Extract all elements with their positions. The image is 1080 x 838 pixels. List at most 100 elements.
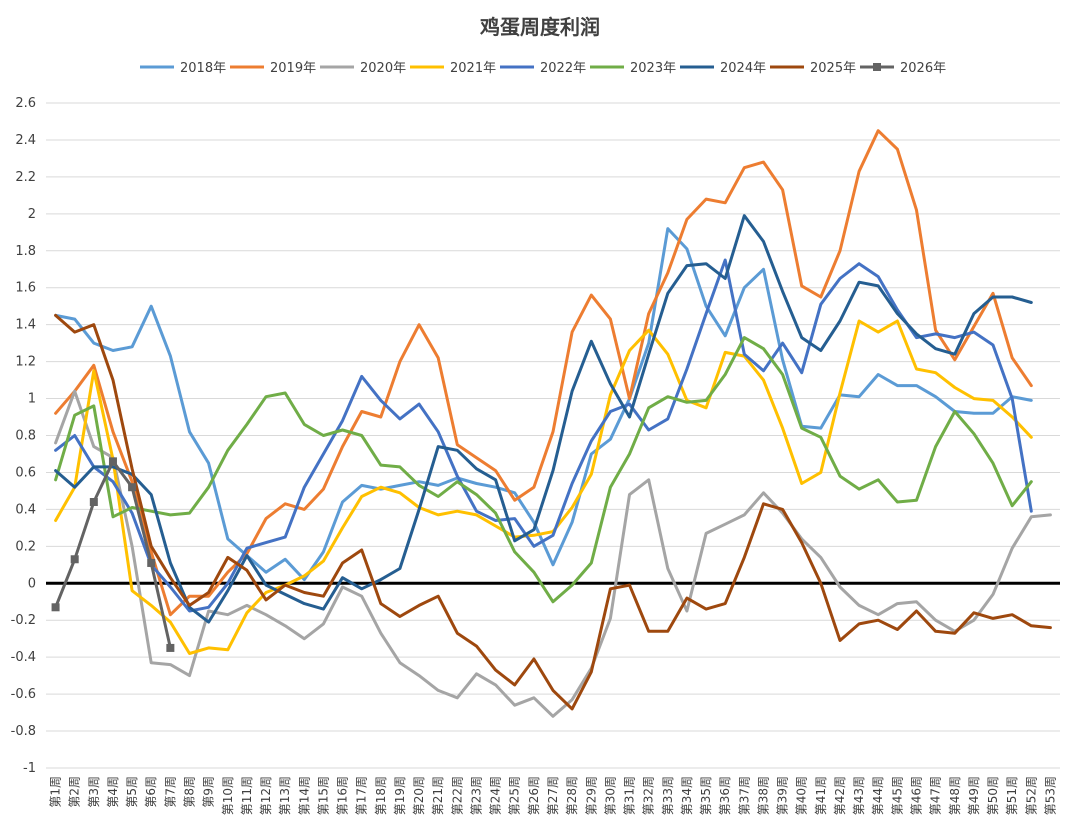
x-tick-label: 第30周 [603, 776, 617, 815]
x-tick-label: 第3周 [87, 776, 101, 808]
x-tick-label: 第40周 [795, 776, 809, 815]
x-tick-label: 第12周 [259, 776, 273, 815]
series-line [54, 389, 1052, 718]
y-tick-label: 1.6 [15, 281, 36, 296]
x-tick-label: 第37周 [737, 776, 751, 815]
x-tick-label: 第6周 [144, 776, 158, 808]
x-tick-label: 第10周 [221, 776, 235, 815]
legend-label: 2019年 [270, 61, 316, 76]
y-tick-label: 0 [28, 576, 36, 591]
y-tick-label: 2 [28, 207, 36, 222]
x-tick-label: 第18周 [374, 776, 388, 815]
x-tick-label: 第7周 [163, 776, 177, 808]
x-tick-label: 第39周 [776, 776, 790, 815]
y-axis: -1 -0.8 -0.6 -0.4 -0.2 0 0.2 0.4 0.6 0.8 1 1.2 1.4 1.… [11, 96, 36, 776]
x-tick-label: 第47周 [929, 776, 943, 815]
x-tick-label: 第43周 [852, 776, 866, 815]
x-tick-label: 第25周 [508, 776, 522, 815]
y-tick-label: 2.6 [15, 96, 36, 111]
y-tick-label: -0.6 [11, 687, 36, 702]
series-line [54, 258, 1033, 613]
data-point [70, 555, 79, 564]
data-point [89, 498, 98, 506]
x-tick-label: 第34周 [680, 776, 694, 815]
x-tick-label: 第17周 [355, 776, 369, 815]
x-tick-label: 第50周 [986, 776, 1000, 815]
x-tick-label: 第15周 [316, 776, 330, 815]
legend-label: 2018年 [180, 61, 226, 76]
x-tick-label: 第19周 [393, 776, 407, 815]
x-tick-label: 第21周 [431, 776, 445, 815]
y-tick-label: 2.2 [15, 170, 36, 185]
x-tick-label: 第51周 [1005, 776, 1019, 815]
series-line [54, 336, 1033, 604]
x-tick-label: 第23周 [469, 776, 483, 815]
series-line [54, 313, 1052, 711]
x-tick-label: 第32周 [642, 776, 656, 815]
y-tick-label: 1.8 [15, 244, 36, 259]
x-tick-label: 第53周 [1043, 776, 1057, 815]
x-tick-label: 第14周 [297, 776, 311, 815]
x-tick-label: 第26周 [527, 776, 541, 815]
x-tick-label: 第33周 [661, 776, 675, 815]
legend-label: 2026年 [900, 61, 946, 76]
y-tick-label: 0.4 [15, 502, 36, 517]
x-tick-label: 第45周 [890, 776, 904, 815]
data-point [51, 603, 60, 612]
data-point [128, 483, 137, 492]
x-tick-label: 第46周 [910, 776, 924, 815]
y-tick-label: -0.2 [11, 613, 36, 628]
y-tick-label: 0.8 [15, 429, 36, 444]
x-tick-label: 第29周 [584, 776, 598, 815]
x-tick-label: 第28周 [565, 776, 579, 815]
data-point [147, 558, 156, 567]
legend-label: 2023年 [630, 61, 676, 76]
x-tick-label: 第5周 [125, 776, 139, 808]
x-tick-label: 第9周 [202, 776, 216, 808]
x-tick-label: 第20周 [412, 776, 426, 815]
y-tick-label: -1 [23, 761, 36, 776]
data-point [166, 643, 175, 652]
x-tick-label: 第24周 [489, 776, 503, 815]
plot-area [51, 129, 1052, 718]
x-tick-label: 第13周 [278, 776, 292, 815]
legend-label: 2021年 [450, 61, 496, 76]
x-tick-label: 第8周 [182, 776, 196, 808]
y-tick-label: 1 [28, 392, 36, 407]
x-tick-label: 第41周 [814, 776, 828, 815]
x-tick-label: 第1周 [49, 776, 63, 808]
x-tick-label: 第2周 [68, 776, 82, 808]
x-tick-label: 第42周 [833, 776, 847, 815]
series-line [54, 227, 1033, 582]
legend-label: 2020年 [360, 61, 406, 76]
legend-label: 2022年 [540, 61, 586, 76]
chart-title: 鸡蛋周度利润 [479, 15, 600, 39]
x-tick-label: 第48周 [948, 776, 962, 815]
x-tick-label: 第52周 [1024, 776, 1038, 815]
y-tick-label: 2.4 [15, 133, 36, 148]
y-tick-label: 1.2 [15, 355, 36, 370]
x-tick-label: 第27周 [546, 776, 560, 815]
x-tick-label: 第44周 [871, 776, 885, 815]
legend-label: 2025年 [810, 61, 856, 76]
x-tick-label: 第38周 [756, 776, 770, 815]
y-tick-label: -0.8 [11, 724, 36, 739]
series-line [54, 129, 1033, 617]
series-line [54, 214, 1033, 624]
x-tick-label: 第11周 [240, 776, 254, 815]
x-tick-label: 第22周 [450, 776, 464, 815]
y-tick-label: 0.2 [15, 539, 36, 554]
series-line [54, 319, 1033, 655]
y-tick-label: 1.4 [15, 318, 36, 333]
x-tick-label: 第36周 [718, 776, 732, 815]
legend-marker [873, 63, 881, 71]
data-point [108, 457, 117, 466]
y-tick-label: -0.4 [11, 650, 36, 665]
x-tick-label: 第31周 [623, 776, 637, 815]
y-tick-label: 0.6 [15, 465, 36, 480]
x-tick-label: 第49周 [967, 776, 981, 815]
x-axis: 第1周 第2周 第3周 第4周 第5周 第6周 第7周 第8周 第9周 第10周 第11周 第12周第… [49, 776, 1058, 815]
legend: 2018年 2019年 2020年 2021年 2022年 2023年 2024年 2025年… [140, 61, 946, 76]
legend-label: 2024年 [720, 61, 766, 76]
